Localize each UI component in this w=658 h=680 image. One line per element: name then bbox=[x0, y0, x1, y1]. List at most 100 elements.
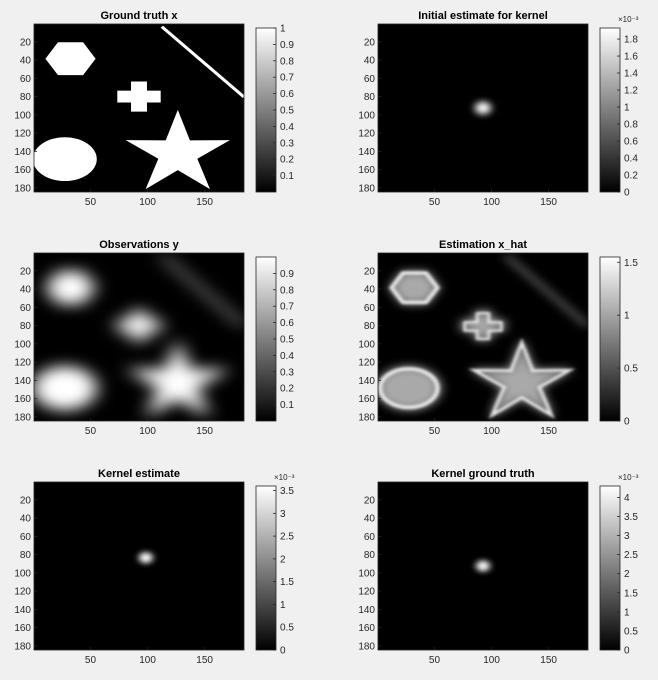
subplot-1: Ground truth x 50 100 150 20 40 60 80 100 120 140 1… bbox=[14, 10, 294, 208]
y-tick-label: 160 bbox=[358, 394, 375, 405]
y-tick-label: 40 bbox=[20, 56, 32, 67]
y-tick-label: 80 bbox=[20, 321, 32, 332]
y-tick-label: 40 bbox=[364, 285, 376, 296]
y-tick-label: 100 bbox=[14, 110, 31, 121]
colorbar-tick-label: 0.5 bbox=[280, 335, 294, 346]
y-tick-label: 180 bbox=[14, 183, 31, 194]
x-tick-label: 150 bbox=[540, 197, 557, 208]
colorbar-tick-label: 0.9 bbox=[280, 40, 294, 51]
x-tick-label: 50 bbox=[85, 197, 97, 208]
colorbar-tick-label: 2 bbox=[624, 569, 630, 580]
x-tick-label: 150 bbox=[196, 655, 213, 666]
y-tick-label: 140 bbox=[358, 605, 375, 616]
y-tick-label: 120 bbox=[14, 587, 31, 598]
y-tick-label: 140 bbox=[358, 376, 375, 387]
colorbar-tick-label: 0.2 bbox=[624, 171, 638, 182]
colorbar: 0.1 0.2 0.3 0.4 0.5 0.6 0.7 0.8 0.9 bbox=[255, 256, 294, 422]
colorbar-tick-label: 0.2 bbox=[280, 155, 294, 166]
y-tick-label: 60 bbox=[364, 303, 376, 314]
colorbar-tick-label: 0 bbox=[280, 646, 286, 657]
y-tick-label: 20 bbox=[364, 495, 376, 506]
y-tick-label: 60 bbox=[364, 74, 376, 85]
colorbar-tick-label: 0.7 bbox=[280, 73, 294, 84]
y-tick-label: 40 bbox=[20, 285, 32, 296]
y-tick-label: 180 bbox=[14, 412, 31, 423]
y-tick-label: 80 bbox=[364, 92, 376, 103]
colorbar-tick-label: 1.6 bbox=[624, 52, 638, 63]
colorbar-tick-label: 1 bbox=[624, 311, 630, 322]
colorbar-tick-label: 3 bbox=[280, 509, 286, 520]
y-tick-label: 120 bbox=[14, 129, 31, 140]
colorbar-gradient bbox=[255, 485, 277, 651]
y-tick-label: 80 bbox=[20, 92, 32, 103]
x-tick-label: 50 bbox=[85, 655, 97, 666]
y-tick-label: 180 bbox=[358, 183, 375, 194]
colorbar-tick-label: 1 bbox=[280, 24, 286, 35]
x-tick-label: 100 bbox=[139, 197, 156, 208]
colorbar-tick-label: 2 bbox=[280, 554, 286, 565]
subplot-title: Kernel estimate bbox=[98, 468, 180, 480]
subplot-title: Observations y bbox=[99, 239, 179, 251]
y-tick-label: 140 bbox=[358, 147, 375, 158]
colorbar-tick-label: 1 bbox=[624, 103, 630, 114]
x-tick-label: 100 bbox=[483, 197, 500, 208]
y-tick-label: 80 bbox=[364, 321, 376, 332]
y-tick-label: 100 bbox=[358, 568, 375, 579]
y-tick-label: 60 bbox=[20, 74, 32, 85]
y-tick-label: 20 bbox=[364, 266, 376, 277]
image-content bbox=[475, 101, 491, 115]
x-tick-label: 150 bbox=[540, 655, 557, 666]
colorbar: 0 0.2 0.4 0.6 0.8 1 1.2 1.4 1.6 1.8 ×10⁻³ bbox=[599, 15, 639, 199]
colorbar-tick-label: 0.8 bbox=[280, 285, 294, 296]
x-tick-label: 50 bbox=[85, 426, 97, 437]
colorbar-tick-label: 0.1 bbox=[280, 400, 294, 411]
image-content bbox=[476, 560, 490, 572]
y-tick-label: 100 bbox=[358, 339, 375, 350]
colorbar-tick-label: 0 bbox=[624, 646, 630, 657]
y-tick-label: 20 bbox=[364, 37, 376, 48]
colorbar-tick-label: 0.5 bbox=[280, 106, 294, 117]
subplot-4: Estimation x_hat 50 100 150 20 40 60 80 100 120 14… bbox=[358, 239, 638, 437]
x-tick-label: 100 bbox=[483, 426, 500, 437]
y-tick-label: 60 bbox=[364, 532, 376, 543]
colorbar-tick-label: 1.4 bbox=[624, 69, 638, 80]
colorbar-tick-label: 1 bbox=[624, 607, 630, 618]
colorbar-tick-label: 0.4 bbox=[280, 351, 294, 362]
colorbar-tick-label: 2.5 bbox=[624, 550, 638, 561]
colorbar-tick-label: 0 bbox=[624, 417, 630, 428]
colorbar-tick-label: 0.6 bbox=[624, 137, 638, 148]
colorbar-tick-label: 0.1 bbox=[280, 171, 294, 182]
colorbar-gradient bbox=[599, 256, 621, 422]
colorbar-tick-label: 0.5 bbox=[280, 623, 294, 634]
colorbar-tick-label: 0.4 bbox=[280, 122, 294, 133]
colorbar: 0 0.5 1 1.5 bbox=[599, 256, 638, 428]
y-tick-label: 160 bbox=[358, 623, 375, 634]
x-tick-label: 50 bbox=[429, 197, 441, 208]
y-tick-label: 120 bbox=[358, 587, 375, 598]
x-tick-label: 100 bbox=[483, 655, 500, 666]
x-tick-label: 150 bbox=[196, 197, 213, 208]
y-tick-label: 160 bbox=[14, 623, 31, 634]
colorbar-tick-label: 1.2 bbox=[624, 86, 638, 97]
y-tick-label: 20 bbox=[20, 495, 32, 506]
colorbar: 0.1 0.2 0.3 0.4 0.5 0.6 0.7 0.8 0.9 1 bbox=[255, 24, 294, 193]
x-tick-label: 50 bbox=[429, 655, 441, 666]
image-content bbox=[34, 254, 244, 419]
colorbar-tick-label: 0.3 bbox=[280, 138, 294, 149]
subplot-title: Kernel ground truth bbox=[431, 468, 535, 480]
y-tick-label: 60 bbox=[20, 532, 32, 543]
x-tick-label: 150 bbox=[540, 426, 557, 437]
y-tick-label: 100 bbox=[14, 568, 31, 579]
y-tick-label: 120 bbox=[358, 129, 375, 140]
y-tick-label: 100 bbox=[358, 110, 375, 121]
y-tick-label: 140 bbox=[14, 147, 31, 158]
colorbar-tick-label: 3.5 bbox=[280, 486, 294, 497]
y-tick-label: 140 bbox=[14, 376, 31, 387]
y-tick-label: 60 bbox=[20, 303, 32, 314]
colorbar-gradient bbox=[599, 27, 621, 193]
y-tick-label: 40 bbox=[364, 56, 376, 67]
colorbar-exponent: ×10⁻³ bbox=[274, 473, 295, 482]
y-tick-label: 140 bbox=[14, 605, 31, 616]
